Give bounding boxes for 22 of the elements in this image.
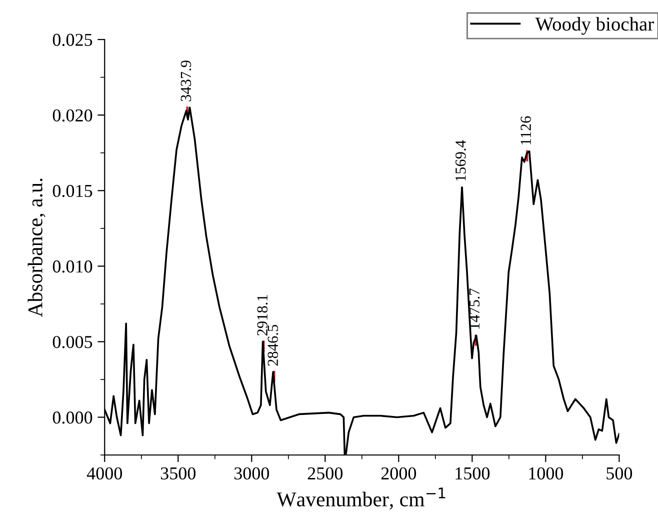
annotation: 3437.9 xyxy=(180,60,192,102)
legend-label: Woody biochar xyxy=(535,17,654,35)
x-tick-label: 2000 xyxy=(381,467,416,480)
annotation: 2918.1 xyxy=(257,295,268,336)
x-tick-label: 500 xyxy=(606,467,632,480)
x-tick-label: 1500 xyxy=(456,467,490,480)
annotation: 2846.5 xyxy=(268,324,278,366)
x-tick-label: 3000 xyxy=(234,467,270,480)
annotation: 1126 xyxy=(520,116,531,144)
y-tick-label: 0.020 xyxy=(52,109,92,122)
y-tick-label: 0.025 xyxy=(52,34,92,46)
y-tick-label: 0.005 xyxy=(52,336,92,348)
x-axis-title: Wavenumber, cm$^{−1}$ xyxy=(276,488,446,510)
x-tick-label: 4000 xyxy=(86,467,122,480)
y-tick-label: 0.000 xyxy=(52,411,92,424)
y-tick-label: 0.015 xyxy=(52,184,92,198)
y-axis-title: Absorbance, a.u. xyxy=(28,178,46,318)
x-tick-label: 3500 xyxy=(160,467,196,480)
x-tick-label: 1000 xyxy=(529,467,564,480)
annotation: 1569.4 xyxy=(456,140,466,181)
y-tick-label: 0.010 xyxy=(52,260,92,273)
x-tick-label: 2500 xyxy=(308,467,343,480)
